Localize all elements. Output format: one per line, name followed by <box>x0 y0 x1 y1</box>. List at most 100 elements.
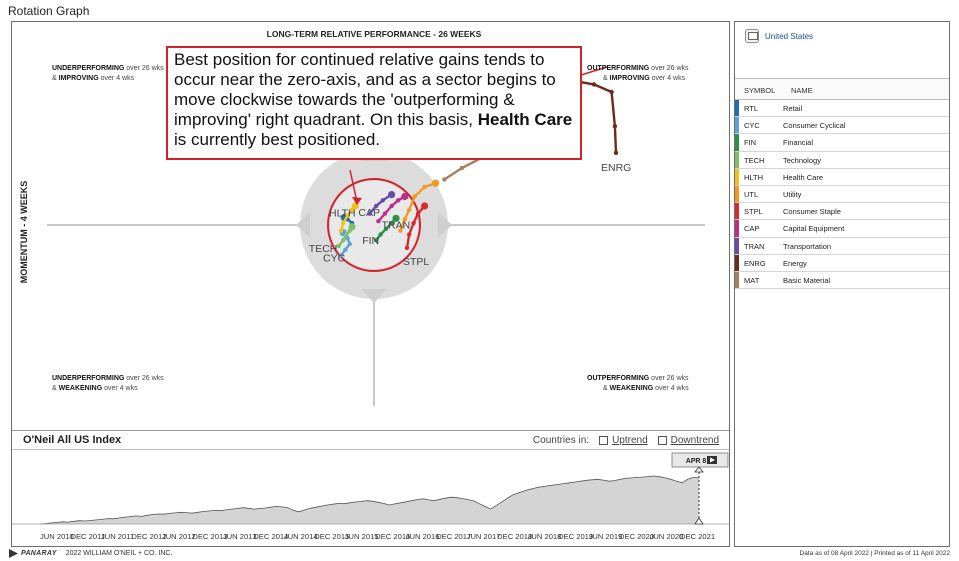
series-cyc[interactable]: CYC <box>323 229 352 264</box>
series-point-stpl[interactable] <box>415 211 421 216</box>
series-point-mat[interactable] <box>442 177 447 182</box>
series-point-cyc[interactable] <box>345 236 350 241</box>
panaray-logo-icon <box>9 549 18 558</box>
index-tick-label: JUN 2017 <box>467 532 501 541</box>
series-point-tran[interactable] <box>367 211 372 216</box>
legend-row-rtl[interactable]: RTL Retail <box>735 100 949 118</box>
callout-highlight: Health Care <box>477 110 573 129</box>
series-point-fin[interactable] <box>378 232 383 237</box>
uptrend-checkbox[interactable] <box>599 436 609 445</box>
country-selector[interactable]: United States <box>735 22 949 59</box>
series-point-cap[interactable] <box>389 203 394 209</box>
series-point-hlth[interactable] <box>341 220 346 226</box>
series-point-utl[interactable] <box>412 194 417 199</box>
index-tick-label: DEC 2017 <box>436 532 471 541</box>
legend-row-mat[interactable]: MAT Basic Material <box>735 271 949 290</box>
series-point-enrg[interactable] <box>612 124 618 129</box>
series-point-cyc[interactable] <box>347 241 352 247</box>
legend-row-enrg[interactable]: ENRG Energy <box>735 254 949 272</box>
quadrant-label-top-left: UNDERPERFORMING over 26 wks & IMPROVING … <box>52 65 164 82</box>
legend-row-cyc[interactable]: CYC Consumer Cyclical <box>735 117 949 135</box>
series-point-fin[interactable] <box>392 214 400 222</box>
series-point-tech[interactable] <box>344 232 349 237</box>
series-point-tech[interactable] <box>341 238 346 243</box>
legend-row-stpl[interactable]: STPL Consumer Staple <box>735 203 949 221</box>
focus-circle <box>327 178 421 272</box>
series-point-utl[interactable] <box>422 184 427 190</box>
series-point-cap[interactable] <box>401 192 409 201</box>
sector-legend-panel: United States SYMBOL NAME RTL Retail CYC Co… <box>734 21 950 547</box>
series-utl[interactable] <box>398 179 440 233</box>
series-point-utl[interactable] <box>407 207 412 212</box>
rotation-chart[interactable]: LONG-TERM RELATIVE PERFORMANCE - 26 WEEK… <box>12 22 729 430</box>
legend-name: Energy <box>783 258 807 268</box>
series-point-fin[interactable] <box>374 238 379 243</box>
downtrend-checkbox[interactable] <box>657 436 667 445</box>
series-point-enrg[interactable] <box>613 150 619 155</box>
series-point-enrg[interactable] <box>609 89 614 95</box>
series-point-tech[interactable] <box>348 223 356 231</box>
callout-annotation: Best position for continued relative gai… <box>166 46 582 160</box>
series-point-utl[interactable] <box>432 179 440 187</box>
legend-row-tech[interactable]: TECH Technology <box>735 151 949 169</box>
data-as-of: Data as of 08 April 2022 | Printed as of… <box>799 550 950 557</box>
legend-name: Consumer Staple <box>783 207 841 217</box>
scrubber-top-handle-icon[interactable] <box>694 466 704 473</box>
legend-name: Technology <box>783 155 821 165</box>
index-chart[interactable]: APR 8 JUN 2010 DEC 2011 JUN 2011 DEC 2012 JU… <box>12 450 729 546</box>
date-scrubber[interactable]: APR 8 <box>671 452 729 525</box>
series-tech[interactable]: TECH <box>309 223 356 255</box>
name-column-header[interactable]: NAME <box>791 86 813 95</box>
series-point-tran[interactable] <box>388 191 396 199</box>
series-point-stpl[interactable] <box>411 220 416 226</box>
series-point-tech[interactable] <box>336 243 341 249</box>
series-point-fin[interactable] <box>383 226 389 231</box>
series-point-tran[interactable] <box>380 198 385 203</box>
downtrend-label[interactable]: Downtrend <box>670 435 719 446</box>
series-point-fin[interactable] <box>389 220 394 226</box>
index-tick-label: DEC 2014 <box>253 532 288 541</box>
index-line <box>39 475 700 525</box>
series-point-cap[interactable] <box>376 219 381 224</box>
legend-row-hlth[interactable]: HLTH Health Care <box>735 168 949 186</box>
legend-row-utl[interactable]: UTL Utility <box>735 185 949 204</box>
series-point-hlth[interactable] <box>345 213 350 218</box>
index-tick-label: JUN 2013 <box>223 532 257 541</box>
series-point-cyc[interactable] <box>343 247 348 252</box>
series-point-utl[interactable] <box>398 228 403 233</box>
series-point-tran[interactable] <box>374 203 379 209</box>
legend-row-fin[interactable]: FIN Financial <box>735 134 949 152</box>
series-point-mat[interactable] <box>459 165 465 171</box>
series-point-stpl[interactable] <box>421 202 429 210</box>
callout-arrow-hlth <box>349 169 358 203</box>
quadrant-label-bottom-left: UNDERPERFORMING over 26 wks & WEAKENING … <box>52 375 164 392</box>
series-point-enrg[interactable] <box>591 82 597 87</box>
legend-symbol: TRAN <box>744 241 765 251</box>
index-tick-label: JUN 2011 <box>101 532 134 541</box>
app-title: Rotation Graph <box>8 4 90 18</box>
series-point-cap[interactable] <box>396 198 401 203</box>
series-point-hlth[interactable] <box>338 228 344 233</box>
chart-title: LONG-TERM RELATIVE PERFORMANCE - 26 WEEK… <box>267 29 482 39</box>
legend-row-cap[interactable]: CAP Capital Equipment <box>735 220 949 238</box>
series-fin[interactable]: FIN <box>362 214 400 247</box>
legend-row-tran[interactable]: TRAN Transportation <box>735 237 949 255</box>
series-tran[interactable]: TRAN <box>367 191 410 232</box>
scrubber-bottom-handle-icon[interactable] <box>694 517 704 525</box>
series-point-utl[interactable] <box>402 217 407 222</box>
series-stpl[interactable]: STPL <box>403 202 429 268</box>
legend-swatch <box>735 151 739 168</box>
series-label-hlth: HLTH <box>329 208 356 220</box>
country-icon[interactable] <box>745 29 759 43</box>
series-point-stpl[interactable] <box>404 245 410 250</box>
series-point-cyc[interactable] <box>338 253 344 258</box>
symbol-column-header[interactable]: SYMBOL <box>744 86 776 95</box>
series-point-cap[interactable] <box>382 211 388 216</box>
legend-name: Transportation <box>783 241 832 251</box>
series-label-tech: TECH <box>309 243 338 255</box>
uptrend-label[interactable]: Uptrend <box>612 435 648 446</box>
country-name[interactable]: United States <box>765 32 814 41</box>
series-label-cyc: CYC <box>323 252 346 264</box>
series-point-stpl[interactable] <box>407 232 412 237</box>
